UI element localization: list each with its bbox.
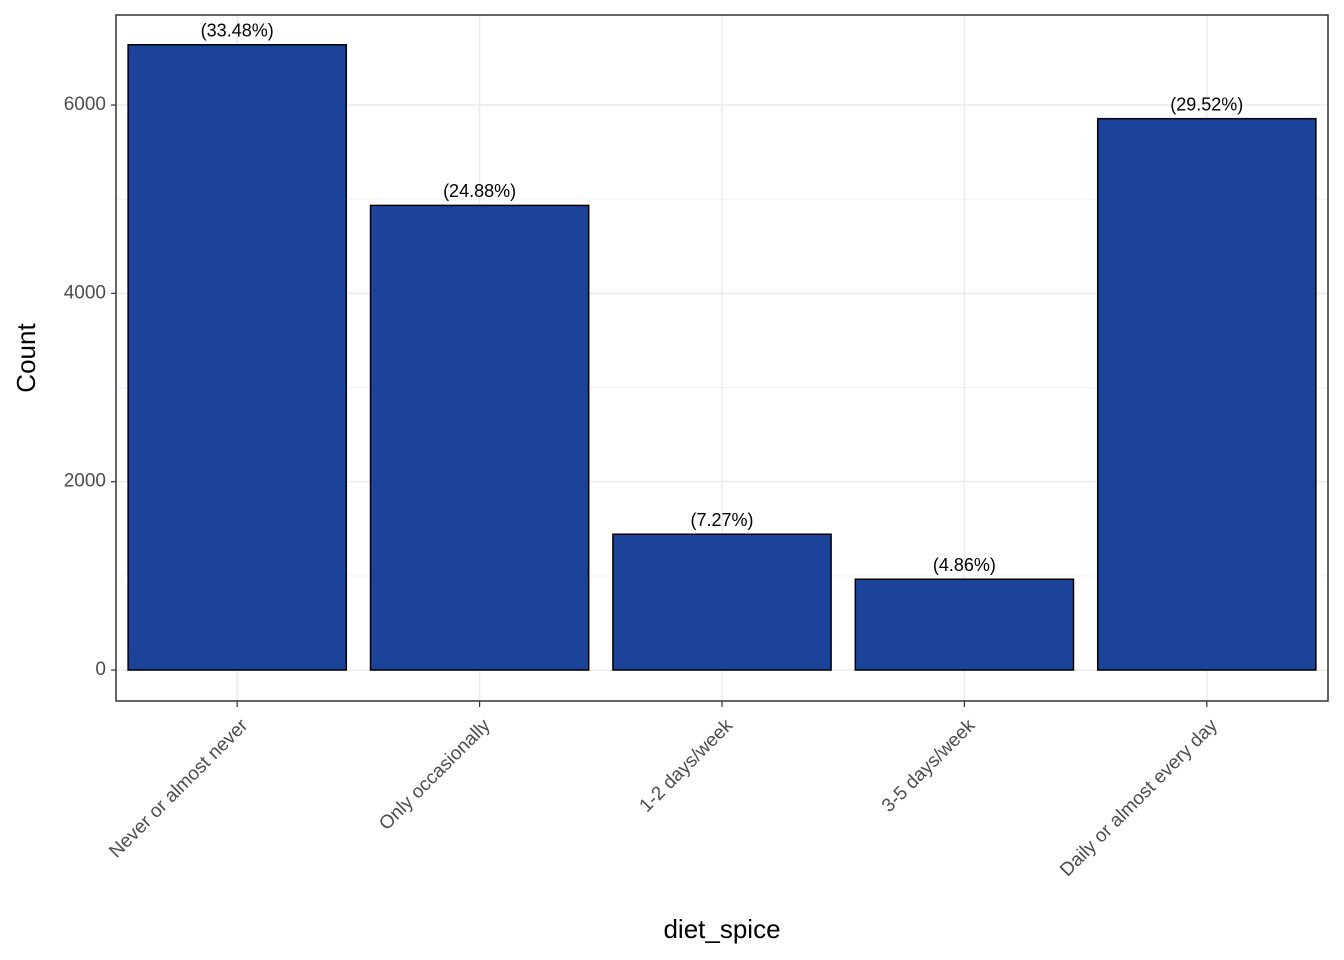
x-tick-label: Daily or almost every day <box>1056 715 1222 881</box>
bar <box>127 44 348 671</box>
y-tick-label: 6000 <box>64 94 106 115</box>
bar <box>369 204 590 671</box>
data-label: (7.27%) <box>690 510 753 530</box>
x-tick-label: 1-2 days/week <box>636 715 738 817</box>
y-tick-label: 2000 <box>64 471 106 492</box>
data-label: (4.86%) <box>933 555 996 575</box>
x-tick-label: Never or almost never <box>105 715 252 862</box>
bar <box>854 578 1075 671</box>
y-tick-label: 4000 <box>64 282 106 303</box>
data-label: (24.88%) <box>443 181 516 201</box>
bar <box>612 533 832 671</box>
x-axis-title: diet_spice <box>663 914 780 944</box>
y-axis-title: Count <box>11 323 41 393</box>
bar <box>1096 117 1317 671</box>
y-tick-label: 0 <box>95 659 106 680</box>
x-tick-label: 3-5 days/week <box>878 715 980 817</box>
data-label: (33.48%) <box>201 21 274 41</box>
panel-border <box>115 14 1329 702</box>
x-tick-label: Only occasionally <box>375 715 495 835</box>
data-label: (29.52%) <box>1170 94 1243 114</box>
